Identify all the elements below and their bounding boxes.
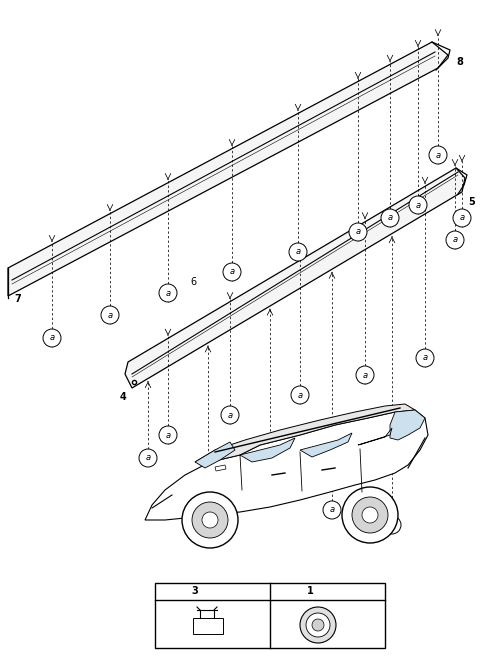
Text: a: a xyxy=(166,288,170,298)
FancyBboxPatch shape xyxy=(155,583,385,648)
Circle shape xyxy=(323,501,341,519)
Polygon shape xyxy=(145,410,428,520)
Polygon shape xyxy=(358,428,392,445)
Circle shape xyxy=(416,349,434,367)
Text: a: a xyxy=(205,474,211,482)
Text: a: a xyxy=(355,227,360,237)
Text: a: a xyxy=(362,371,368,380)
Circle shape xyxy=(261,486,279,504)
Circle shape xyxy=(159,284,177,302)
Text: a: a xyxy=(267,491,273,499)
FancyBboxPatch shape xyxy=(193,618,223,634)
Text: 3: 3 xyxy=(192,586,198,596)
Circle shape xyxy=(199,469,217,487)
Polygon shape xyxy=(195,404,415,462)
Text: 6: 6 xyxy=(190,277,196,287)
Circle shape xyxy=(159,426,177,444)
Text: a: a xyxy=(435,150,441,160)
Text: 7: 7 xyxy=(14,294,21,304)
Circle shape xyxy=(291,386,309,404)
Text: a: a xyxy=(422,353,428,363)
Circle shape xyxy=(168,584,182,598)
Text: a: a xyxy=(229,267,235,277)
Polygon shape xyxy=(215,465,226,471)
Text: 1: 1 xyxy=(307,586,313,596)
Circle shape xyxy=(453,209,471,227)
Circle shape xyxy=(312,619,324,631)
Circle shape xyxy=(182,492,238,548)
Text: 8: 8 xyxy=(456,57,463,67)
Circle shape xyxy=(101,306,119,324)
Text: a: a xyxy=(329,505,335,514)
Text: a: a xyxy=(387,214,393,223)
Circle shape xyxy=(306,613,330,637)
Circle shape xyxy=(352,497,388,533)
Text: 5: 5 xyxy=(468,197,475,207)
Text: a: a xyxy=(49,334,55,342)
Circle shape xyxy=(139,449,157,467)
Text: a: a xyxy=(415,200,420,210)
Text: a: a xyxy=(389,520,395,530)
Text: a: a xyxy=(108,311,113,319)
Text: a: a xyxy=(173,587,177,595)
Circle shape xyxy=(289,243,307,261)
Circle shape xyxy=(349,223,367,241)
Circle shape xyxy=(356,366,374,384)
Circle shape xyxy=(202,512,218,528)
Circle shape xyxy=(192,502,228,538)
Polygon shape xyxy=(240,438,295,462)
Polygon shape xyxy=(195,442,235,468)
Circle shape xyxy=(409,196,427,214)
Circle shape xyxy=(362,507,378,523)
Circle shape xyxy=(381,209,399,227)
Polygon shape xyxy=(8,42,448,296)
Text: a: a xyxy=(166,430,170,440)
Text: 4: 4 xyxy=(120,392,127,402)
Circle shape xyxy=(43,329,61,347)
Circle shape xyxy=(221,406,239,424)
Text: a: a xyxy=(459,214,465,223)
Polygon shape xyxy=(300,433,352,457)
Circle shape xyxy=(223,263,241,281)
Text: a: a xyxy=(295,248,300,256)
Text: a: a xyxy=(298,390,302,399)
Circle shape xyxy=(383,516,401,534)
Polygon shape xyxy=(390,410,425,440)
Circle shape xyxy=(429,146,447,164)
Text: a: a xyxy=(453,235,457,244)
Text: a: a xyxy=(145,453,151,463)
Text: 2: 2 xyxy=(325,422,331,432)
Polygon shape xyxy=(125,168,465,388)
Circle shape xyxy=(300,607,336,643)
Circle shape xyxy=(342,487,398,543)
Circle shape xyxy=(446,231,464,249)
Text: a: a xyxy=(228,411,233,420)
